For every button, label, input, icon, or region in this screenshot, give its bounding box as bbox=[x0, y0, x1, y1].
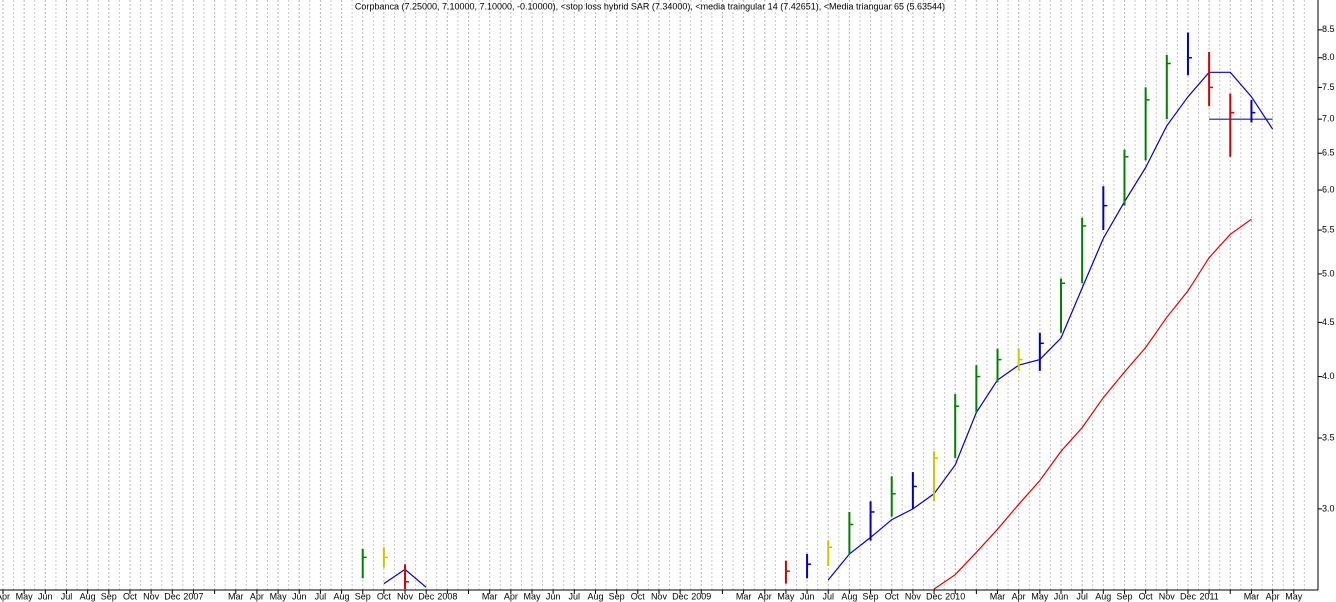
x-tick-label: 2010 bbox=[945, 591, 965, 601]
x-tick-label: Dec bbox=[418, 591, 435, 601]
x-tick-label: Jul bbox=[61, 591, 73, 601]
x-tick-label: Nov bbox=[651, 591, 668, 601]
y-tick-label: 5.5 bbox=[1322, 224, 1335, 234]
y-tick-label: 5.0 bbox=[1322, 268, 1335, 278]
x-tick-label: Dec bbox=[672, 591, 689, 601]
x-tick-label: 2007 bbox=[183, 591, 203, 601]
x-tick-label: Apr bbox=[1012, 591, 1026, 601]
x-tick-label: Jun bbox=[800, 591, 815, 601]
x-tick-label: Dec bbox=[164, 591, 181, 601]
plot-area bbox=[361, 32, 1274, 590]
x-tick-label: May bbox=[270, 591, 288, 601]
x-tick-label: Aug bbox=[841, 591, 857, 601]
x-tick-label: Apr bbox=[1266, 591, 1280, 601]
x-tick-label: Jul bbox=[569, 591, 581, 601]
indicator-line bbox=[827, 71, 1274, 581]
x-tick-label: Oct bbox=[123, 591, 138, 601]
x-tick-label: Dec bbox=[1180, 591, 1197, 601]
x-tick-label: Aug bbox=[334, 591, 350, 601]
x-tick-label: Aug bbox=[80, 591, 96, 601]
x-tick-label: Jun bbox=[1054, 591, 1069, 601]
y-tick-label: 3.5 bbox=[1322, 432, 1335, 442]
y-tick-label: 6.5 bbox=[1322, 148, 1335, 158]
x-tick-label: Oct bbox=[631, 591, 646, 601]
x-tick-label: Jun bbox=[292, 591, 307, 601]
x-tick-label: Aug bbox=[1095, 591, 1111, 601]
y-tick-label: 7.5 bbox=[1322, 82, 1335, 92]
x-tick-label: Nov bbox=[143, 591, 160, 601]
x-tick-label: May bbox=[777, 591, 795, 601]
x-tick-label: Jun bbox=[546, 591, 561, 601]
x-tick-label: Apr bbox=[758, 591, 772, 601]
x-tick-label: Nov bbox=[1159, 591, 1176, 601]
x-tick-label: Sep bbox=[355, 591, 371, 601]
x-tick-label: Jul bbox=[315, 591, 327, 601]
x-tick-label: Sep bbox=[863, 591, 879, 601]
y-tick-label: 3.0 bbox=[1322, 503, 1335, 513]
y-tick-label: 4.0 bbox=[1322, 371, 1335, 381]
indicator-line bbox=[933, 218, 1252, 590]
y-tick-label: 8.5 bbox=[1322, 24, 1335, 34]
x-tick-label: Oct bbox=[377, 591, 392, 601]
x-tick-label: Oct bbox=[885, 591, 900, 601]
x-tick-label: Mar bbox=[736, 591, 752, 601]
axes: AprMayJunJulAugSepOctNovDec2007MarAprMay… bbox=[0, 24, 1335, 601]
x-tick-label: Mar bbox=[990, 591, 1006, 601]
x-tick-label: Aug bbox=[587, 591, 603, 601]
x-tick-label: Nov bbox=[905, 591, 922, 601]
x-tick-label: Sep bbox=[609, 591, 625, 601]
x-tick-label: Dec bbox=[926, 591, 943, 601]
x-tick-label: Apr bbox=[504, 591, 518, 601]
x-tick-label: 2008 bbox=[437, 591, 457, 601]
grid bbox=[2, 0, 1305, 590]
x-tick-label: May bbox=[1285, 591, 1303, 601]
y-tick-label: 6.0 bbox=[1322, 184, 1335, 194]
x-tick-label: May bbox=[523, 591, 541, 601]
x-tick-label: Apr bbox=[250, 591, 264, 601]
x-tick-label: Sep bbox=[1116, 591, 1132, 601]
x-tick-label: 2011 bbox=[1199, 591, 1218, 601]
x-tick-label: Mar bbox=[482, 591, 498, 601]
chart-title: Corpbanca (7.25000, 7.10000, 7.10000, -0… bbox=[355, 1, 945, 11]
y-tick-label: 7.0 bbox=[1322, 114, 1335, 124]
x-tick-label: Oct bbox=[1139, 591, 1154, 601]
x-tick-label: Jul bbox=[1076, 591, 1088, 601]
x-tick-label: May bbox=[16, 591, 34, 601]
x-tick-label: Nov bbox=[397, 591, 414, 601]
x-tick-label: Mar bbox=[228, 591, 244, 601]
x-tick-label: Apr bbox=[0, 591, 10, 601]
y-tick-label: 4.5 bbox=[1322, 317, 1335, 327]
x-tick-label: Jun bbox=[38, 591, 53, 601]
x-tick-label: May bbox=[1031, 591, 1049, 601]
x-tick-label: Jul bbox=[822, 591, 834, 601]
x-tick-label: Mar bbox=[1244, 591, 1260, 601]
x-tick-label: 2009 bbox=[691, 591, 711, 601]
x-tick-label: Sep bbox=[101, 591, 117, 601]
y-tick-label: 8.0 bbox=[1322, 52, 1335, 62]
